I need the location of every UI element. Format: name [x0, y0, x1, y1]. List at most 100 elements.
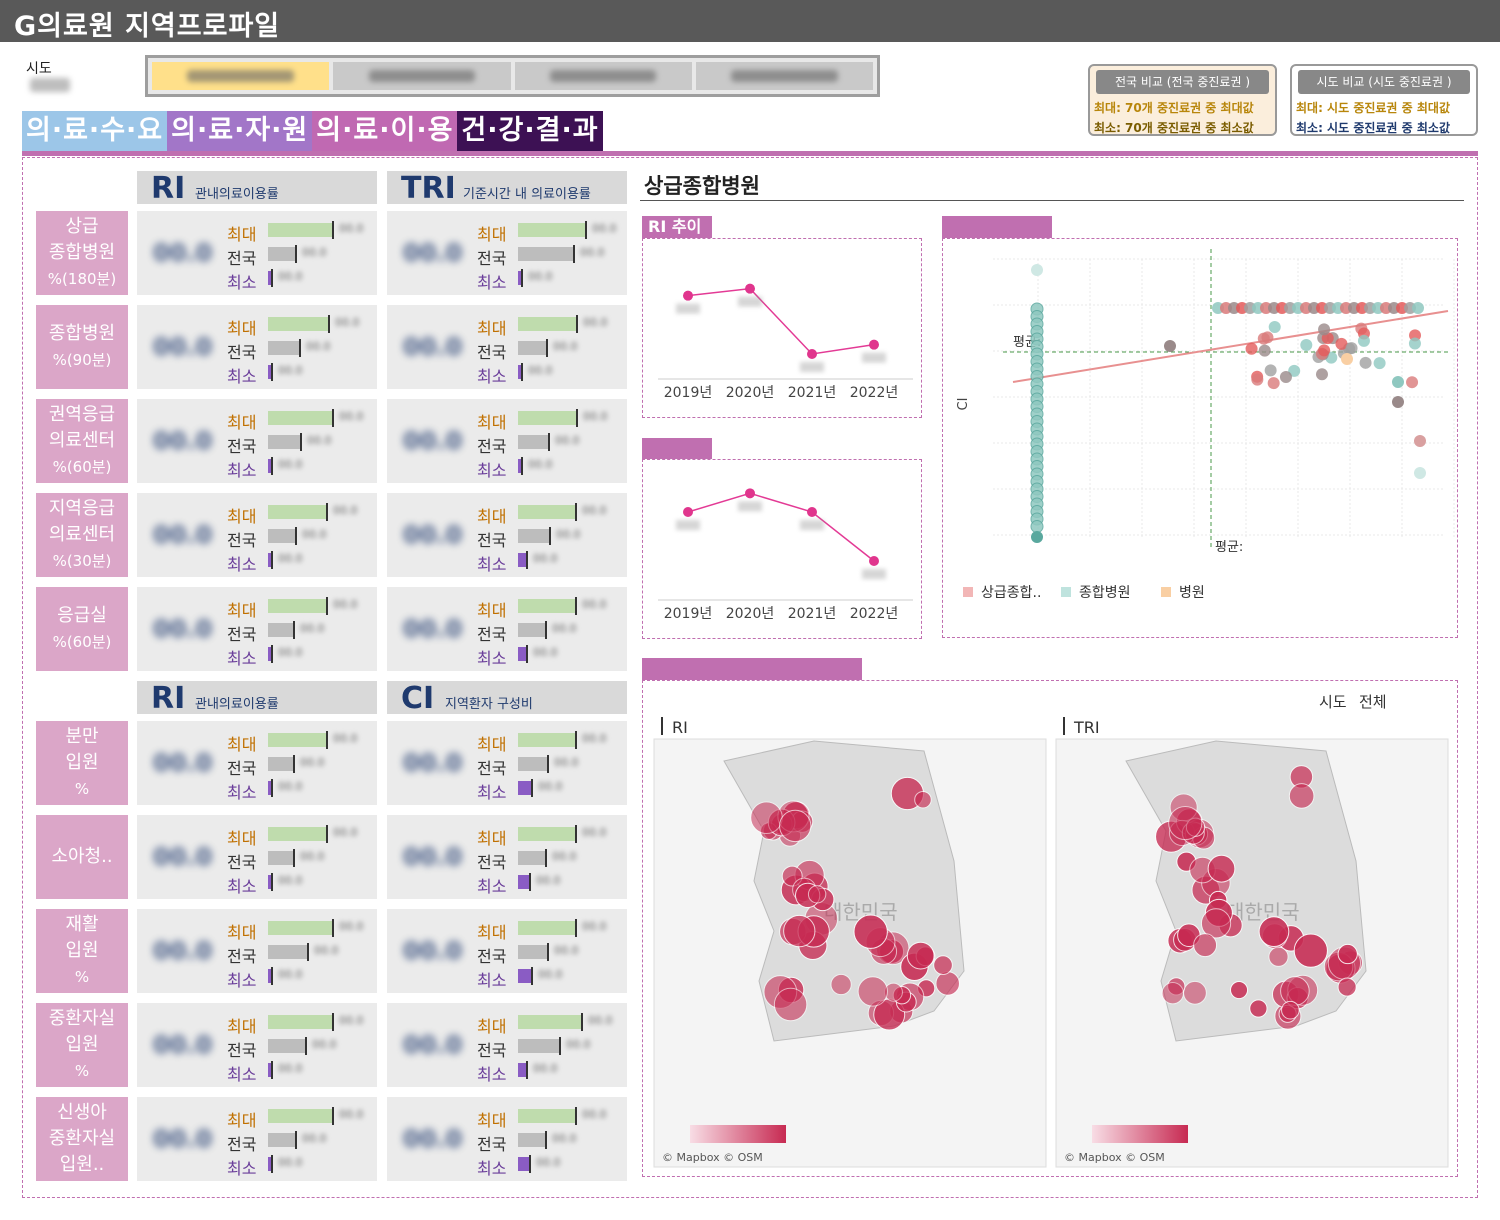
scatter-point[interactable]: [1408, 337, 1421, 350]
trend-point[interactable]: [683, 507, 693, 517]
scatter-point[interactable]: [1357, 334, 1370, 347]
sido-filter-value[interactable]: [30, 78, 70, 92]
scatter-point[interactable]: [1406, 376, 1419, 389]
ri-map-bubble[interactable]: [933, 955, 953, 975]
metric-max-bar: [268, 505, 326, 519]
tab-medical-use[interactable]: 의·료·이·용: [312, 111, 458, 151]
metric-max-bar: [518, 411, 576, 425]
metric-min-tick: [271, 779, 273, 797]
scatter-point[interactable]: [1300, 339, 1313, 352]
category-tabs: 의·료·수·요 의·료·자·원 의·료·이·용 건·강·결·과: [22, 111, 603, 151]
tab-medical-demand[interactable]: 의·료·수·요: [22, 111, 168, 151]
scatter-point[interactable]: [1031, 531, 1043, 543]
year-tick: 2022년: [850, 385, 899, 401]
sido-compare-legend: 시도 비교 (시도 중진료권 ) 최대: 시도 중진료권 중 최대값 최소: 시…: [1290, 64, 1478, 136]
scatter-point[interactable]: [1373, 357, 1386, 370]
year-tick: 2020년: [726, 606, 775, 622]
ri-map-bubble[interactable]: [857, 976, 889, 1007]
scatter-point[interactable]: [1030, 520, 1044, 533]
title-bar: G의료원 지역프로파일: [0, 0, 1500, 42]
scatter-point[interactable]: [1315, 368, 1328, 381]
scatter-point[interactable]: [1164, 340, 1176, 352]
metric-max-tick: [332, 1107, 334, 1125]
ri-map-bubble[interactable]: [853, 914, 888, 949]
trend-point[interactable]: [745, 488, 755, 499]
ri-map-bubble[interactable]: [935, 971, 960, 996]
scatter-point[interactable]: [1341, 353, 1353, 365]
ri-map-bubble[interactable]: [807, 885, 827, 904]
region-option[interactable]: [695, 62, 873, 90]
scatter-point[interactable]: [1345, 342, 1358, 355]
tri-map-bubble[interactable]: [1337, 977, 1357, 997]
ri-map-bubble[interactable]: [783, 914, 816, 948]
scatter-point[interactable]: [1359, 356, 1372, 369]
scatter-point[interactable]: [1279, 371, 1292, 384]
scatter-point[interactable]: [1264, 364, 1277, 377]
metric-value: 00.0: [403, 521, 463, 549]
tri-map-bubble[interactable]: [1293, 933, 1328, 968]
tri-map-bubble[interactable]: [1200, 908, 1232, 939]
trend-point[interactable]: [807, 507, 817, 517]
map-sido-value[interactable]: 전체: [1359, 693, 1387, 711]
tri-map-bubble[interactable]: [1288, 783, 1315, 809]
region-option[interactable]: [333, 62, 511, 90]
scatter-point[interactable]: [1267, 377, 1280, 390]
tri-map-bubble[interactable]: [1161, 981, 1184, 1005]
legend-head: 전국 비교 (전국 중진료권 ): [1096, 70, 1269, 94]
scatter-point[interactable]: [1414, 467, 1426, 479]
scatter-point[interactable]: [1261, 331, 1274, 344]
trend-point[interactable]: [869, 556, 879, 566]
metric-nat-label: 전국: [477, 531, 507, 550]
metric-max-bar: [518, 921, 575, 935]
tri-map-bubble[interactable]: [1281, 1000, 1300, 1020]
metric-nat-value: 00.0: [302, 246, 327, 259]
scatter-point[interactable]: [1318, 344, 1331, 357]
trend-line: [687, 287, 875, 355]
scatter-point[interactable]: [1251, 373, 1264, 386]
ri-map-bubble[interactable]: [779, 809, 812, 843]
tab-medical-resource[interactable]: 의·료·자·원: [167, 111, 313, 151]
trend-point[interactable]: [745, 283, 755, 294]
scatter-point[interactable]: [1031, 264, 1043, 276]
region-selector[interactable]: [145, 55, 880, 97]
scatter-point[interactable]: [1414, 435, 1426, 447]
ri-map-bubble[interactable]: [914, 790, 932, 809]
metric-min-bar: [518, 875, 529, 889]
ri-map-bubble[interactable]: [750, 801, 783, 834]
tri-map-bubble[interactable]: [1337, 943, 1358, 965]
tri-map-bubble[interactable]: [1207, 854, 1236, 883]
scatter-point[interactable]: [1335, 337, 1348, 350]
ri-map-bubble[interactable]: [906, 941, 935, 970]
tri-map-bubble[interactable]: [1258, 916, 1290, 947]
tri-map-bubble[interactable]: [1183, 980, 1207, 1005]
tri-map-bubble[interactable]: [1230, 981, 1249, 1000]
scatter-point[interactable]: [1412, 302, 1424, 314]
scatter-point[interactable]: [1392, 396, 1404, 408]
tri-map-bubble[interactable]: [1249, 999, 1268, 1018]
region-option[interactable]: [514, 62, 692, 90]
scatter-point[interactable]: [1392, 376, 1404, 388]
ri-map-bubble[interactable]: [830, 973, 852, 996]
scatter-point[interactable]: [1258, 344, 1271, 357]
metric-nat-tick: [547, 755, 549, 773]
region-option[interactable]: [152, 62, 330, 90]
tri-map-bubble[interactable]: [1168, 805, 1203, 841]
tri-map-bubble[interactable]: [1193, 933, 1218, 958]
scatter-point[interactable]: [1245, 342, 1258, 355]
scatter-point[interactable]: [1288, 364, 1301, 377]
ri-map-bubble[interactable]: [773, 987, 808, 1022]
trend-point[interactable]: [869, 339, 879, 350]
scatter-point[interactable]: [1318, 323, 1331, 336]
metric-nat-tick: [546, 339, 548, 357]
scatter-point[interactable]: [1268, 321, 1281, 334]
tab-health-outcome[interactable]: 건·강·결·과: [457, 111, 603, 151]
metric-nat-bar: [518, 529, 549, 543]
trend-point[interactable]: [683, 290, 693, 301]
trend-point[interactable]: [807, 349, 817, 359]
row-label-line: 의료센터: [48, 430, 116, 451]
metric-max-value: 00.0: [333, 732, 358, 745]
metric-nat-tick: [305, 1037, 307, 1055]
tri-map-bubble[interactable]: [1268, 946, 1289, 967]
metric-min-bar: [518, 781, 531, 795]
tri-map-bubble[interactable]: [1280, 976, 1310, 1006]
